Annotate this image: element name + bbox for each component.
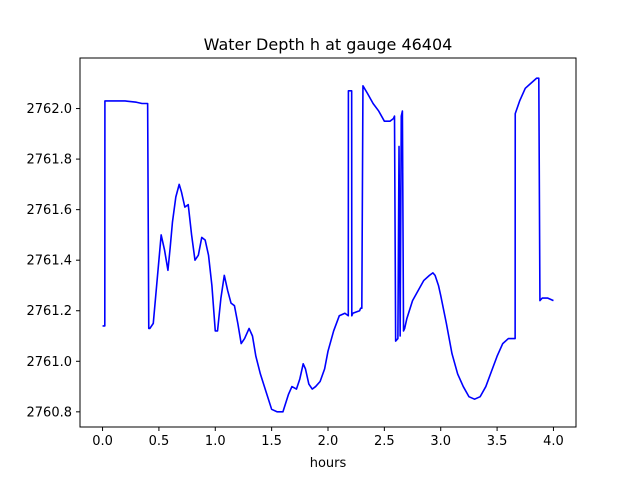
x-tick-label: 4.0 — [543, 434, 564, 449]
chart-title: Water Depth h at gauge 46404 — [204, 35, 453, 54]
y-tick-label: 2760.8 — [27, 405, 73, 420]
x-tick-label: 0.5 — [149, 434, 170, 449]
x-tick-label: 1.0 — [205, 434, 226, 449]
y-axis: 2760.8 2761.0 2761.2 2761.4 2761.6 2761.8 2762… — [27, 102, 80, 420]
series-line — [102, 77, 554, 413]
y-tick-label: 2761.4 — [27, 254, 73, 269]
y-tick-label: 2761.0 — [27, 355, 73, 370]
x-tick-label: 2.0 — [318, 434, 339, 449]
y-tick-label: 2761.6 — [27, 203, 73, 218]
x-tick-label: 1.5 — [261, 434, 282, 449]
y-tick-label: 2761.8 — [27, 153, 73, 168]
axes-frame — [79, 57, 577, 428]
x-tick-label: 3.5 — [487, 434, 508, 449]
x-tick-label: 3.0 — [430, 434, 451, 449]
plot-area — [102, 77, 554, 413]
y-tick-label: 2762.0 — [27, 102, 73, 117]
y-tick-label: 2761.2 — [27, 304, 73, 319]
x-axis: 0.0 0.5 1.0 1.5 2.0 2.5 3.0 3.5 4.0 — [92, 427, 564, 449]
x-axis-label: hours — [310, 456, 347, 471]
x-tick-label: 2.5 — [374, 434, 395, 449]
x-tick-label: 0.0 — [92, 434, 113, 449]
